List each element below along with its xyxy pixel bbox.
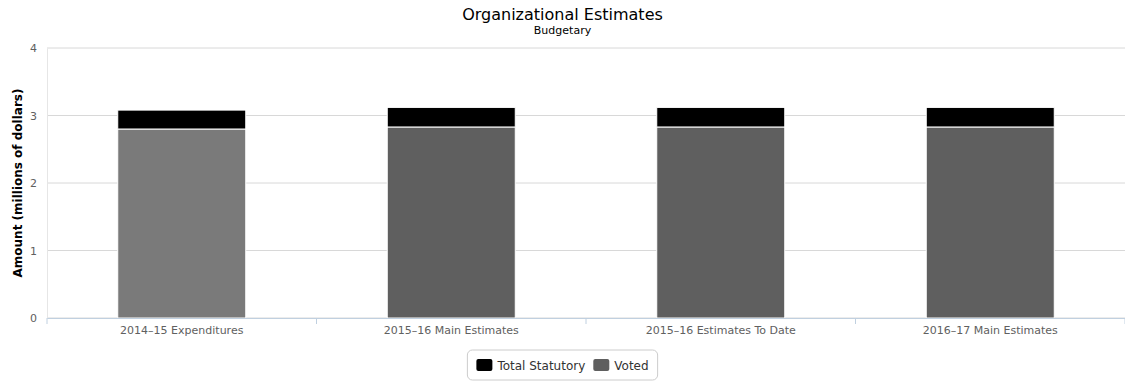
legend-box: [467, 350, 657, 380]
y-axis-title: Amount (millions of dollars): [11, 89, 25, 278]
y-tick: 0: [30, 312, 47, 325]
grid-line: [47, 48, 1125, 49]
x-separator: [316, 318, 317, 324]
legend-swatch: [593, 359, 609, 371]
grid: [47, 48, 1125, 318]
y-tick-label: 2: [30, 177, 37, 190]
legend: Total Statutory Voted: [467, 350, 657, 380]
y-tick: 3: [30, 110, 47, 123]
bar: [118, 110, 246, 129]
legend-label: Total Statutory: [496, 359, 585, 373]
y-axis: 0 1 2 3 4: [30, 42, 48, 325]
bars: [118, 107, 1055, 318]
x-tick: 2015–16 Estimates To Date: [646, 318, 796, 337]
x-tick-label: 2015–16 Main Estimates: [384, 324, 519, 337]
bar: [657, 127, 785, 318]
legend-item: Total Statutory: [476, 359, 585, 373]
bar: [926, 127, 1054, 318]
legend-item: Voted: [593, 359, 648, 373]
legend-label: Voted: [614, 359, 648, 373]
y-tick-label: 3: [30, 110, 37, 123]
legend-swatch: [476, 359, 492, 371]
title: Organizational Estimates: [462, 5, 663, 24]
x-separator: [855, 318, 856, 324]
y-tick-label: 0: [30, 312, 37, 325]
y-tick: 1: [30, 245, 47, 258]
y-tick-label: 1: [30, 245, 37, 258]
y-tick: 4: [30, 42, 47, 55]
x-tick-label: 2016–17 Main Estimates: [923, 324, 1058, 337]
x-axis: 2014–15 Expenditures 2015–16 Main Estimat…: [48, 318, 1125, 337]
x-tick: 2016–17 Main Estimates: [923, 318, 1058, 337]
x-separator: [586, 318, 587, 324]
x-tick: 2015–16 Main Estimates: [384, 318, 519, 337]
y-axis-line: [47, 49, 48, 319]
y-tick: 2: [30, 177, 47, 190]
bar: [387, 107, 515, 127]
x-tick-label: 2015–16 Estimates To Date: [646, 324, 796, 337]
subtitle: Budgetary: [534, 24, 592, 37]
y-tick-label: 4: [30, 42, 37, 55]
bar: [657, 107, 785, 127]
x-separator: [47, 318, 48, 324]
x-tick: 2014–15 Expenditures: [120, 318, 244, 337]
x-tick-label: 2014–15 Expenditures: [120, 324, 244, 337]
bar: [118, 129, 246, 318]
bar: [387, 127, 515, 318]
bar: [926, 107, 1054, 127]
